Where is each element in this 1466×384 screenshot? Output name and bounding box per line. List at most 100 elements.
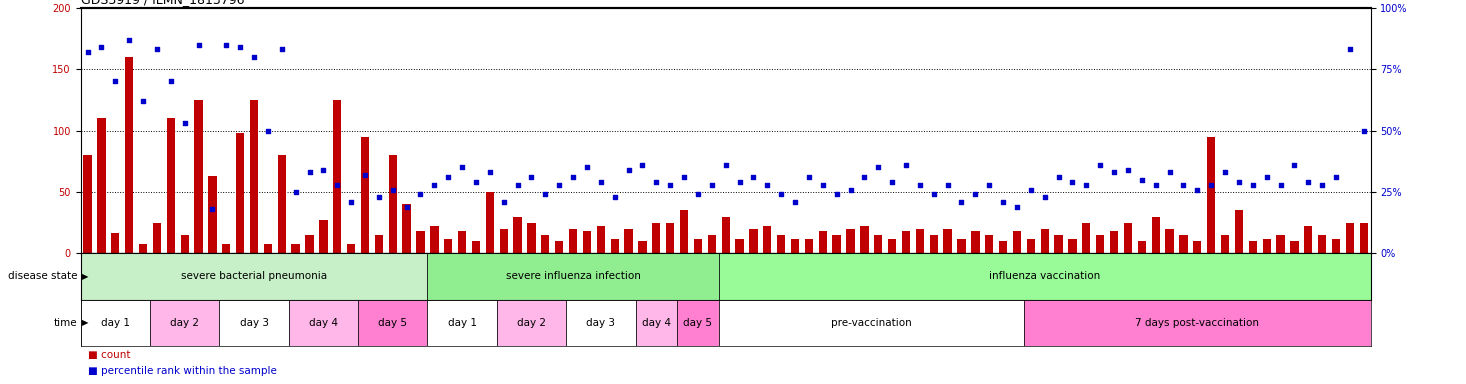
Point [312, 167, 336, 173]
Point [658, 182, 682, 188]
Point [1214, 169, 1237, 175]
Bar [111, 233, 119, 253]
Bar [1262, 239, 1271, 253]
Text: pre-vaccination: pre-vaccination [831, 318, 912, 328]
Text: 7 days post-vaccination: 7 days post-vaccination [1135, 318, 1259, 328]
Bar [846, 229, 855, 253]
Bar [597, 227, 605, 253]
Point [520, 174, 544, 180]
Text: influenza vaccination: influenza vaccination [990, 271, 1101, 281]
Bar [902, 231, 910, 253]
Bar [152, 223, 161, 253]
Point [89, 44, 113, 50]
Point [589, 179, 613, 185]
Bar [1249, 241, 1256, 253]
Bar [528, 223, 535, 253]
Point [1324, 174, 1347, 180]
Point [922, 191, 946, 197]
Point [1102, 169, 1126, 175]
Bar [320, 220, 327, 253]
Bar [1165, 229, 1174, 253]
Point [257, 127, 280, 134]
Bar [1277, 235, 1284, 253]
Text: day 3: day 3 [586, 318, 616, 328]
Point [798, 174, 821, 180]
Text: day 1: day 1 [447, 318, 476, 328]
Bar [264, 243, 273, 253]
Point [1199, 182, 1223, 188]
Bar [569, 229, 578, 253]
Bar [1110, 231, 1119, 253]
Point [755, 182, 778, 188]
Bar [666, 223, 674, 253]
Bar [566, 300, 635, 346]
Point [465, 179, 488, 185]
Point [409, 191, 432, 197]
Point [437, 174, 460, 180]
Point [132, 98, 155, 104]
Bar [1069, 239, 1076, 253]
Bar [610, 239, 619, 253]
Bar [721, 217, 730, 253]
Point [742, 174, 765, 180]
Point [201, 206, 224, 212]
Bar [1333, 239, 1340, 253]
Point [1116, 167, 1139, 173]
Point [1268, 182, 1292, 188]
Point [366, 194, 390, 200]
Point [839, 187, 862, 193]
Bar [513, 217, 522, 253]
Bar [236, 133, 245, 253]
Bar [249, 100, 258, 253]
Bar [680, 210, 688, 253]
Bar [874, 235, 883, 253]
Point [1061, 179, 1085, 185]
Bar [428, 253, 718, 300]
Text: day 4: day 4 [642, 318, 671, 328]
Bar [289, 300, 358, 346]
Point [422, 182, 446, 188]
Text: day 4: day 4 [309, 318, 337, 328]
Point [478, 169, 501, 175]
Point [630, 162, 654, 168]
Point [76, 49, 100, 55]
Bar [652, 223, 661, 253]
Bar [81, 253, 428, 300]
Bar [485, 192, 494, 253]
Bar [220, 300, 289, 346]
Bar [150, 300, 220, 346]
Point [617, 167, 641, 173]
Bar [638, 241, 647, 253]
Bar [1207, 137, 1215, 253]
Bar [1097, 235, 1104, 253]
Point [1186, 187, 1209, 193]
Text: day 2: day 2 [170, 318, 199, 328]
Bar [749, 229, 758, 253]
Bar [403, 204, 410, 253]
Point [229, 44, 252, 50]
Point [603, 194, 626, 200]
Point [907, 182, 931, 188]
Text: ▶: ▶ [82, 318, 88, 327]
Point [450, 164, 474, 170]
Bar [541, 235, 550, 253]
Bar [97, 118, 106, 253]
Bar [167, 118, 174, 253]
Point [866, 164, 890, 170]
Bar [292, 243, 301, 253]
Point [173, 120, 196, 126]
Point [1130, 177, 1154, 183]
Text: severe bacterial pneumonia: severe bacterial pneumonia [180, 271, 327, 281]
Bar [1305, 227, 1312, 253]
Point [1296, 179, 1319, 185]
Bar [929, 235, 938, 253]
Point [353, 172, 377, 178]
Point [506, 182, 529, 188]
Point [1158, 169, 1182, 175]
Point [1242, 182, 1265, 188]
Bar [1054, 235, 1063, 253]
Bar [388, 155, 397, 253]
Bar [718, 253, 1371, 300]
Bar [736, 239, 743, 253]
Bar [1041, 229, 1048, 253]
